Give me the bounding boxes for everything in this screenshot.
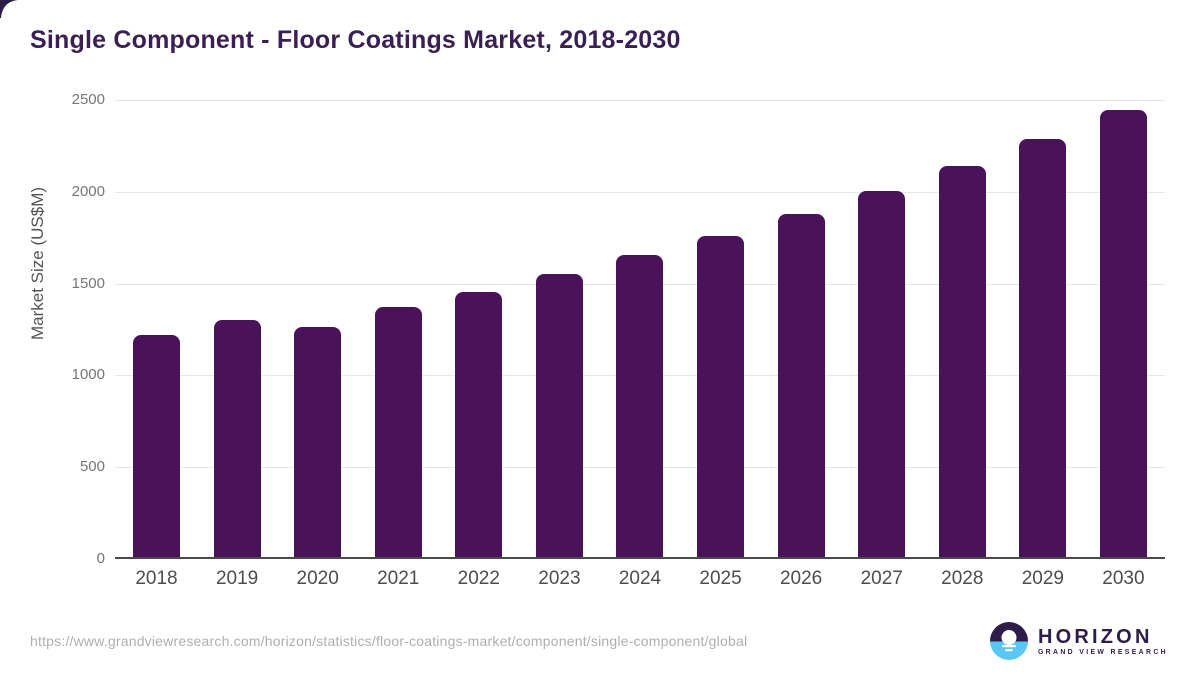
horizon-sun-icon bbox=[989, 622, 1028, 660]
gridline-2500 bbox=[115, 100, 1165, 101]
logo-text-block: HORIZON GRAND VIEW RESEARCH bbox=[1038, 626, 1168, 657]
y-tick-label-1000: 1000 bbox=[71, 366, 105, 384]
x-tick-label-2030: 2030 bbox=[1102, 568, 1145, 589]
source-url: https://www.grandviewresearch.com/horizo… bbox=[30, 633, 748, 649]
x-tick-label-2025: 2025 bbox=[699, 568, 742, 589]
y-tick-label-2000: 2000 bbox=[71, 182, 105, 200]
x-tick-label-2026: 2026 bbox=[779, 568, 823, 589]
bar-2024[interactable] bbox=[616, 255, 664, 557]
x-tick-label-2020: 2020 bbox=[296, 568, 339, 589]
x-axis-labels: 2018 2019 2020 2021 2022 2023 2024 2025 2026 2027… bbox=[115, 568, 1165, 590]
bar-chart: Market Size (US$M) 0 500 1000 1500 2000 2500 … bbox=[28, 91, 1165, 590]
bar-2022[interactable] bbox=[455, 292, 503, 557]
bar-2025[interactable] bbox=[697, 236, 745, 557]
x-tick-label-2029: 2029 bbox=[1021, 568, 1064, 589]
bar-2026[interactable] bbox=[777, 214, 825, 557]
y-tick-label-0: 0 bbox=[96, 550, 105, 567]
bar-2023[interactable] bbox=[535, 274, 583, 557]
x-tick-label-2028: 2028 bbox=[941, 568, 984, 589]
bar-2021[interactable] bbox=[374, 307, 422, 557]
plot-area bbox=[115, 100, 1165, 559]
bar-2018[interactable] bbox=[133, 335, 180, 557]
bar-2020[interactable] bbox=[294, 327, 342, 557]
x-tick-label-2018: 2018 bbox=[135, 568, 178, 589]
corner-decoration-icon bbox=[0, 0, 18, 18]
chart-title: Single Component - Floor Coatings Market… bbox=[30, 26, 681, 54]
y-tick-label-2500: 2500 bbox=[71, 91, 105, 108]
y-tick-label-500: 500 bbox=[79, 458, 105, 476]
gridline-2000 bbox=[115, 191, 1165, 193]
bar-2028[interactable] bbox=[938, 166, 986, 557]
x-tick-label-2027: 2027 bbox=[860, 568, 903, 589]
bar-2029[interactable] bbox=[1019, 139, 1067, 557]
x-tick-label-2023: 2023 bbox=[538, 568, 581, 589]
y-tick-label-1500: 1500 bbox=[71, 274, 105, 292]
x-tick-label-2019: 2019 bbox=[215, 568, 259, 589]
x-tick-label-2024: 2024 bbox=[618, 568, 662, 589]
logo-title: HORIZON bbox=[1037, 625, 1153, 648]
x-tick-label-2021: 2021 bbox=[377, 568, 420, 589]
footer: https://www.grandviewresearch.com/horizo… bbox=[0, 611, 1200, 675]
bar-2027[interactable] bbox=[858, 191, 906, 557]
horizon-logo: HORIZON GRAND VIEW RESEARCH bbox=[989, 621, 1168, 661]
bars-row bbox=[115, 100, 1165, 557]
bar-2030[interactable] bbox=[1099, 110, 1147, 557]
logo-subtitle: GRAND VIEW RESEARCH bbox=[1037, 648, 1168, 656]
bar-2019[interactable] bbox=[213, 320, 261, 557]
x-tick-label-2022: 2022 bbox=[457, 568, 500, 589]
